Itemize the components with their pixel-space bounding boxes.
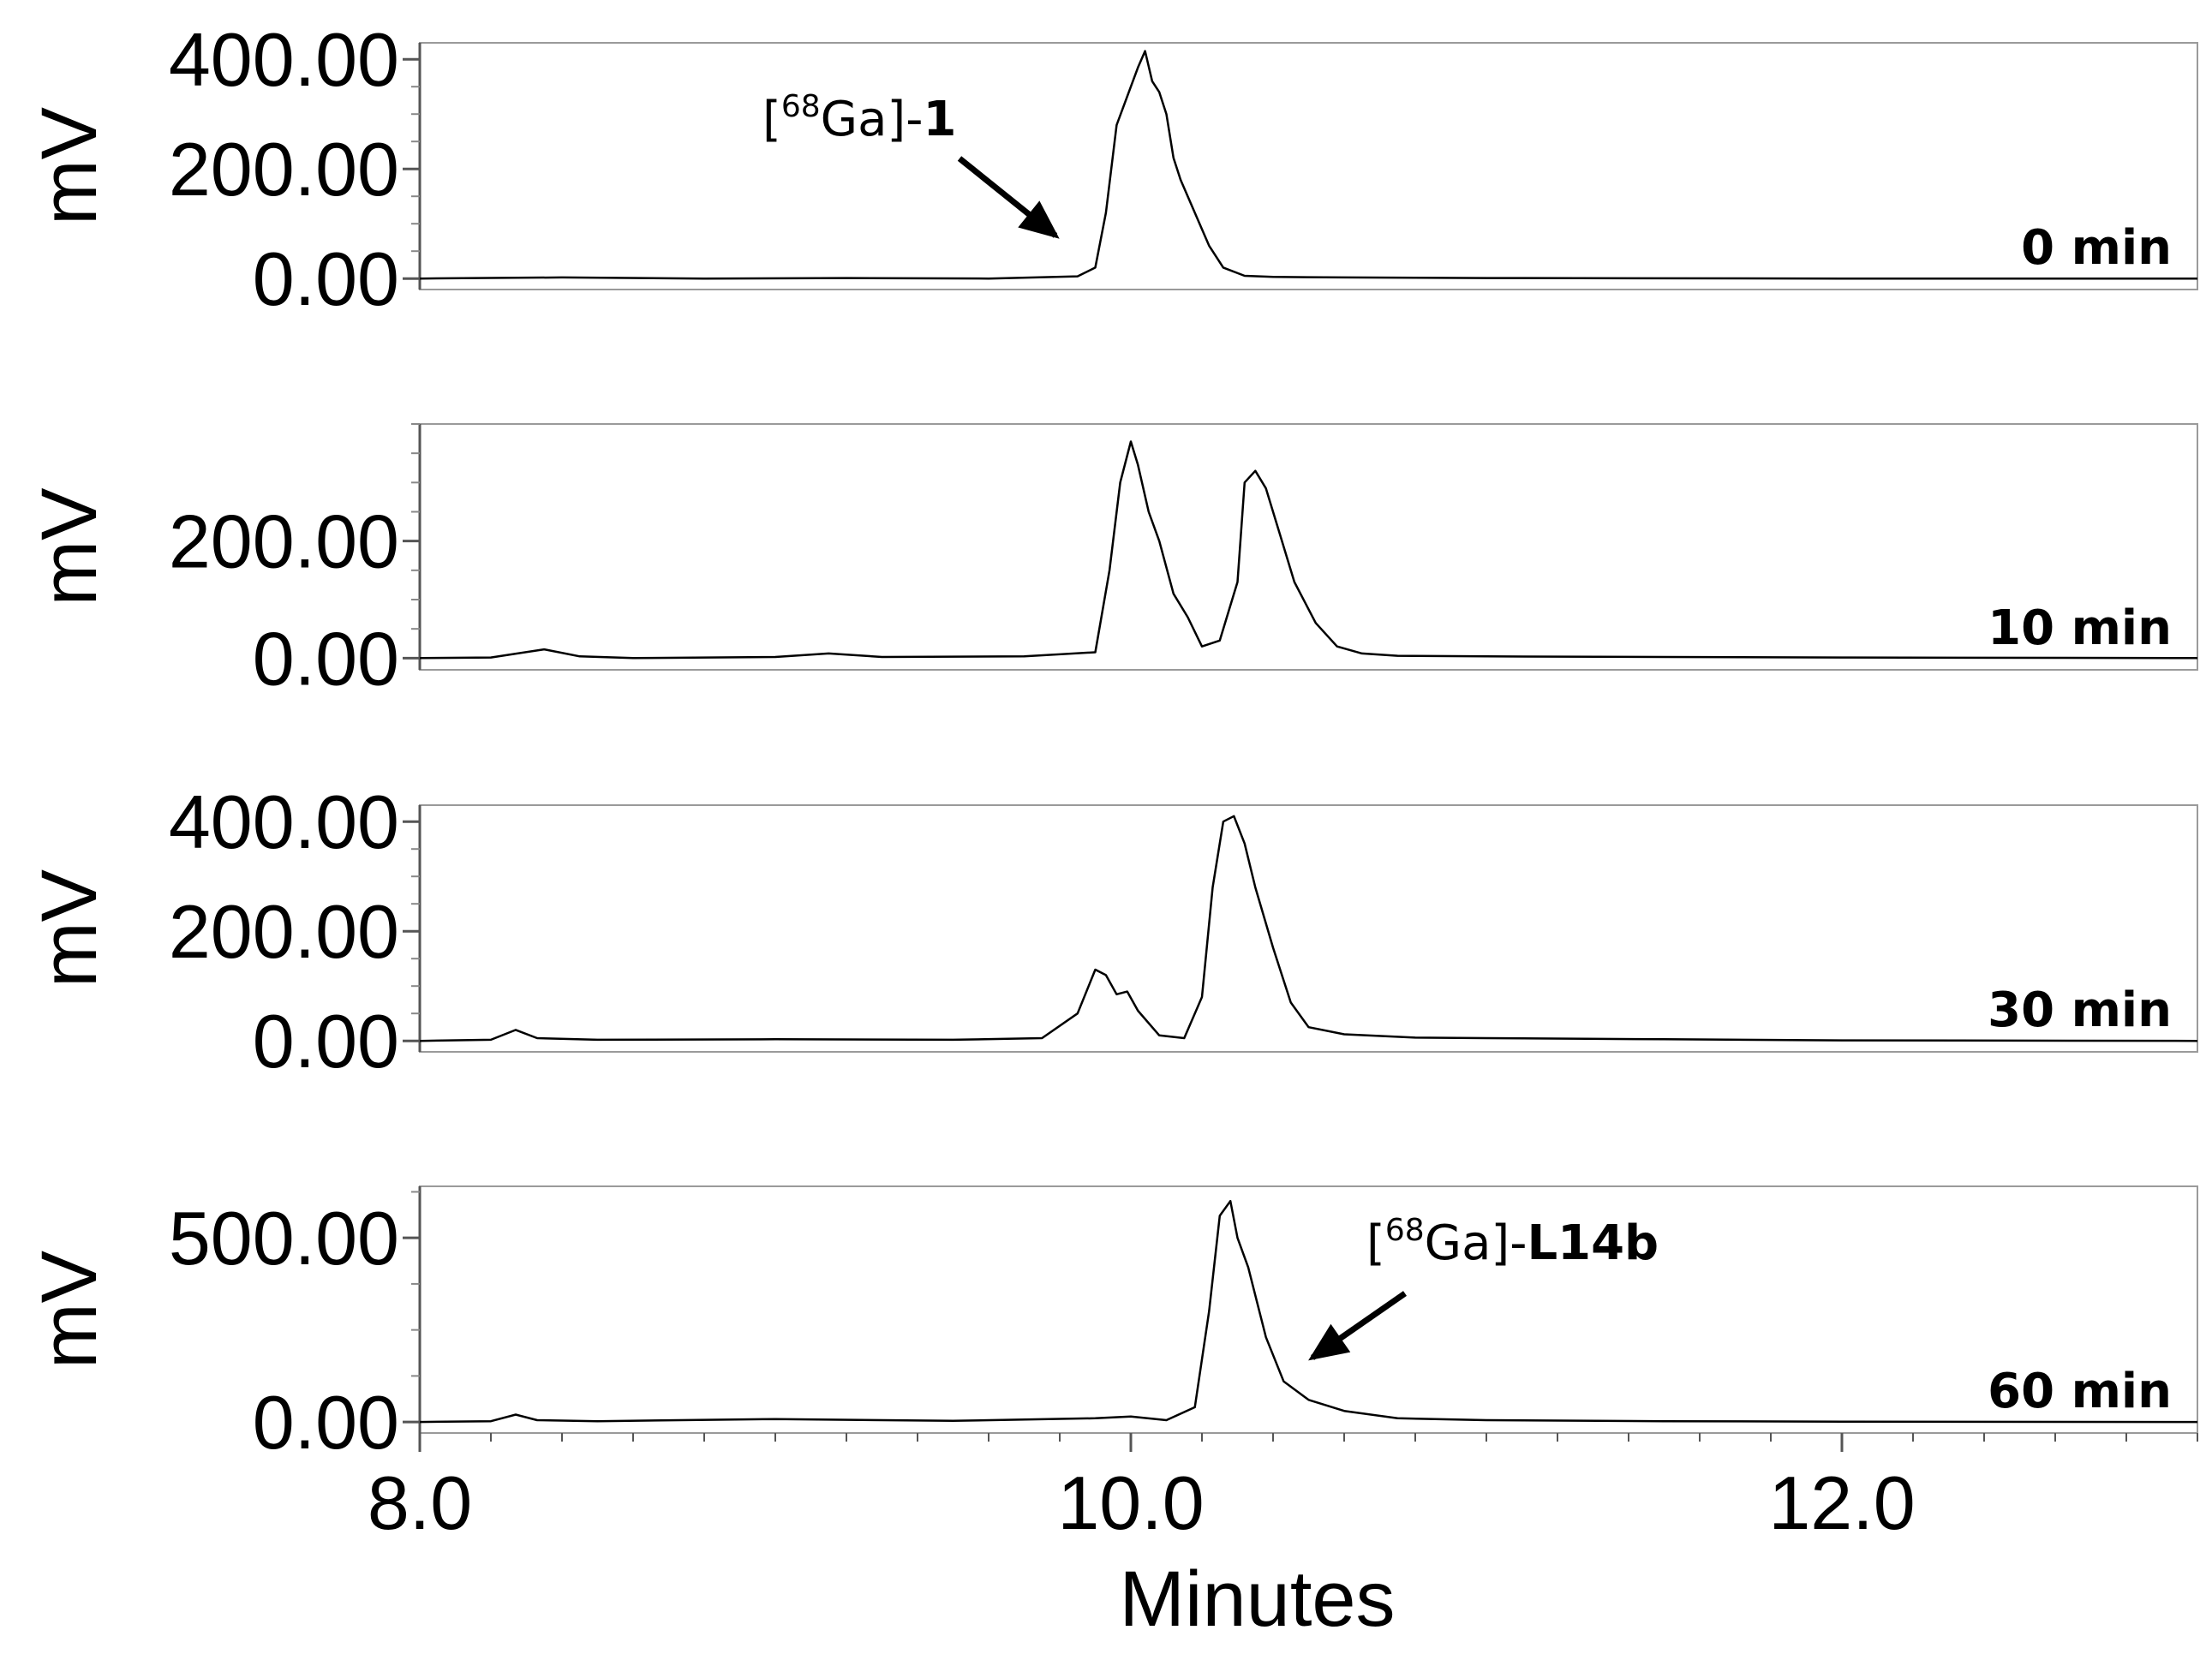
chromatogram-panel-3: 0.00 200.00 400.00 mV 30 min <box>26 779 2198 1084</box>
x-axis-title: Minutes <box>1119 1555 1395 1643</box>
chromatogram-panel-2: 0.00 200.00 mV 10 min <box>26 423 2198 701</box>
annotation-arrow-head <box>1308 1323 1351 1361</box>
y-axis-title: mV <box>26 107 113 225</box>
annotation-compound: 1 <box>923 92 956 147</box>
chromatogram-trace <box>419 815 2198 1042</box>
y-tick-label: 0.00 <box>253 999 399 1084</box>
panel-time-label: 10 min <box>1988 600 2172 656</box>
y-tick-label: 200.00 <box>169 889 399 974</box>
y-axis-title: mV <box>26 869 113 988</box>
annotation-element: Ga]- <box>1425 1215 1527 1271</box>
plot-frame <box>419 1185 2198 1434</box>
plot-frame <box>419 423 2198 671</box>
chromatogram-panel-4: 0.00 500.00 mV 60 min [68Ga]-L14b <box>26 1185 2198 1465</box>
y-axis-title: mV <box>26 1251 113 1369</box>
y-tick-label: 400.00 <box>169 17 399 102</box>
y-tick-label: 0.00 <box>253 236 399 321</box>
x-tick-label: 12.0 <box>1768 1460 1915 1545</box>
annotation-arrow-head <box>1018 200 1060 239</box>
panel-time-label: 60 min <box>1988 1364 2172 1419</box>
y-tick-label: 500.00 <box>169 1196 399 1281</box>
annotation-bracket: [ <box>1366 1215 1385 1271</box>
peak-annotation-label: [68Ga]-1 <box>762 89 956 147</box>
y-axis-title: mV <box>26 488 113 606</box>
plot-frame <box>419 804 2198 1053</box>
x-tick-label: 10.0 <box>1057 1460 1204 1545</box>
annotation-compound: L14b <box>1527 1215 1659 1271</box>
x-tick-label: 8.0 <box>368 1460 472 1545</box>
annotation-bracket: [ <box>762 92 781 147</box>
x-axis: 8.0 10.0 12.0 Minutes <box>368 1433 2198 1643</box>
y-tick-label: 0.00 <box>253 616 399 701</box>
panel-time-label: 30 min <box>1988 982 2172 1038</box>
annotation-element: Ga]- <box>821 92 924 147</box>
chromatogram-panel-1: 0.00 200.00 400.00 mV 0 min [68Ga]-1 <box>26 17 2198 321</box>
y-tick-label: 400.00 <box>169 779 399 864</box>
panel-time-label: 0 min <box>2021 220 2172 276</box>
y-tick-label: 0.00 <box>253 1380 399 1465</box>
annotation-superscript: 68 <box>781 89 821 124</box>
plot-frame <box>419 42 2198 290</box>
chromatogram-trace <box>419 1199 2198 1424</box>
chromatogram-trace <box>419 50 2197 280</box>
annotation-superscript: 68 <box>1385 1213 1425 1248</box>
chromatogram-trace <box>419 440 2198 660</box>
peak-annotation-label: [68Ga]-L14b <box>1366 1213 1659 1271</box>
y-tick-label: 200.00 <box>169 499 399 584</box>
y-tick-label: 200.00 <box>169 127 399 212</box>
